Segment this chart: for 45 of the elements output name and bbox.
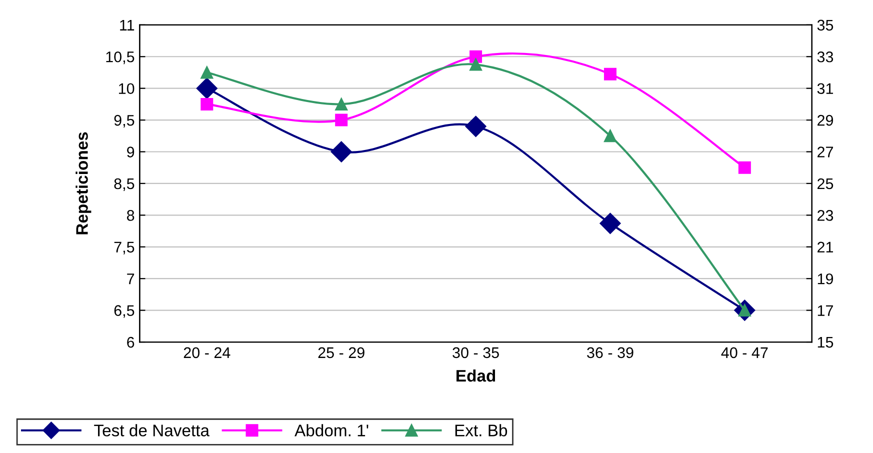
x-tick-label: 20 - 24 [184, 347, 230, 358]
y2-tick-label: 31 [817, 83, 833, 94]
y-tick-label: 11 [120, 20, 134, 30]
point [196, 78, 218, 99]
point [604, 130, 616, 142]
y2-tick-label: 19 [818, 273, 834, 284]
y2-tick-label: 17 [818, 305, 833, 316]
x-tick-label: 30 - 35 [452, 347, 499, 358]
x-axis-title: Edad [456, 369, 496, 382]
point [200, 98, 214, 110]
y-tick-label: 6,5 [114, 305, 134, 318]
point [200, 66, 214, 79]
y-axis-title: Repeticiones [76, 132, 92, 234]
y-tick-label: 10 [118, 83, 134, 94]
y2-tick-label: 35 [817, 20, 834, 31]
y2-tick-label: 23 [818, 210, 834, 221]
y-tick-label: 8,5 [114, 178, 134, 191]
x-tick-label: 36 - 39 [587, 347, 634, 358]
y2-tick-label: 33 [817, 51, 834, 62]
point [335, 98, 348, 110]
point [465, 116, 486, 137]
point [738, 161, 751, 174]
point [600, 212, 621, 234]
y2-tick-label: 27 [818, 146, 833, 158]
legend-label: Abdom. 1' [294, 424, 368, 436]
point [470, 50, 482, 63]
y-tick-label: 10,5 [106, 51, 134, 64]
x-tick-label: 40 - 47 [721, 347, 768, 358]
point [330, 141, 352, 162]
legend-label: Test de Navetta [94, 424, 210, 436]
legend-label: Ext. Bb [455, 424, 508, 436]
y-tick-label: 9 [127, 146, 134, 158]
y-tick-label: 6 [127, 336, 134, 348]
point [335, 114, 348, 126]
y-tick-label: 8 [126, 210, 134, 221]
point [604, 68, 616, 80]
y2-tick-label: 15 [818, 337, 834, 348]
x-tick-label: 25 - 29 [318, 347, 364, 358]
y2-tick-label: 29 [818, 114, 834, 126]
y-tick-label: 7 [127, 274, 134, 284]
point [470, 58, 482, 71]
y-tick-label: 7,5 [114, 242, 134, 254]
y2-tick-label: 21 [818, 242, 833, 252]
y-tick-label: 9,5 [114, 114, 134, 128]
y2-tick-label: 25 [818, 178, 834, 190]
